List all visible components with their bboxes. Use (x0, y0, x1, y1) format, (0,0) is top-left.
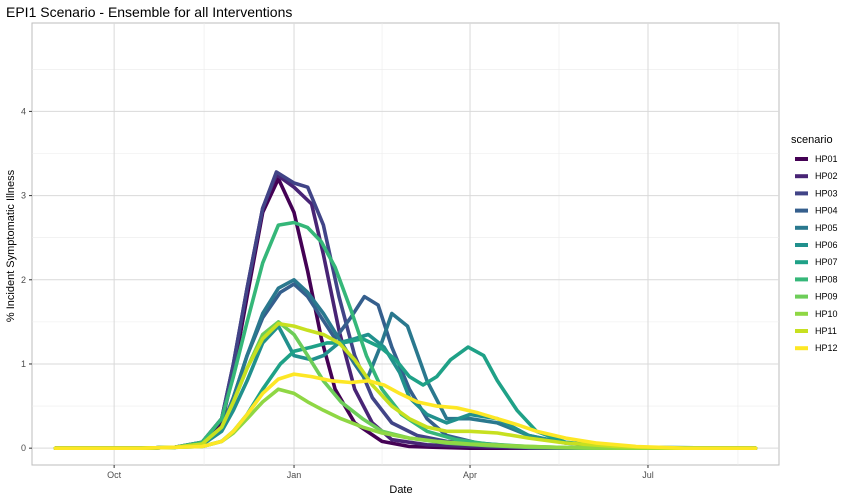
legend-label-hp06: HP06 (815, 240, 838, 250)
legend-label-hp10: HP10 (815, 309, 838, 319)
y-axis-title: % Incident Symptomatic Illness (5, 169, 17, 322)
x-tick-label: Oct (107, 470, 122, 480)
legend-label-hp02: HP02 (815, 171, 838, 181)
y-axis: 0 1 2 3 4 (21, 106, 32, 453)
y-tick-label: 4 (21, 106, 26, 116)
x-tick-label: Apr (463, 470, 477, 480)
series-lines (53, 170, 758, 450)
legend-label-hp11: HP11 (815, 326, 837, 336)
legend-label-hp12: HP12 (815, 343, 838, 353)
x-tick-label: Jan (287, 470, 302, 480)
y-tick-label: 1 (21, 359, 26, 369)
x-axis: Oct Jan Apr Jul (107, 465, 654, 480)
legend-title: scenario (791, 134, 833, 146)
legend-label-hp01: HP01 (815, 154, 838, 164)
grid (32, 23, 779, 465)
series-line-hp12 (53, 372, 758, 450)
legend-label-hp08: HP08 (815, 274, 838, 284)
series-line-hp11 (53, 321, 758, 450)
legend-label-hp04: HP04 (815, 206, 838, 216)
x-axis-title: Date (389, 484, 412, 496)
y-tick-label: 3 (21, 191, 26, 201)
chart-title: EPI1 Scenario - Ensemble for all Interve… (6, 4, 292, 20)
y-tick-label: 2 (21, 275, 26, 285)
legend: scenario HP01 HP02 HP03 HP04 HP05 HP06 HP07 HP0… (791, 134, 838, 353)
legend-label-hp03: HP03 (815, 188, 838, 198)
legend-label-hp07: HP07 (815, 257, 838, 267)
plot-panel (31, 22, 780, 466)
series-line-hp08 (53, 220, 758, 450)
x-tick-label: Jul (642, 470, 654, 480)
legend-label-hp09: HP09 (815, 292, 838, 302)
legend-label-hp05: HP05 (815, 223, 838, 233)
y-tick-label: 0 (21, 443, 26, 453)
